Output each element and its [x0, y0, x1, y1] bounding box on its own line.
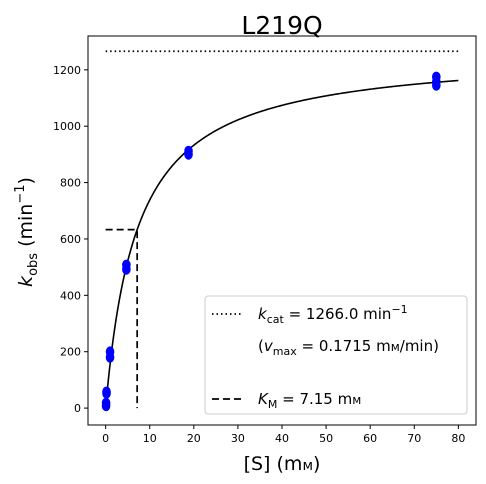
legend: kcat = 1266.0 min−1 (vmax = 0.1715 mм/mi…	[204, 295, 468, 415]
x-tick-label: 50	[319, 432, 333, 445]
x-axis-ticks: 0 10 20 30 40 50 60 70 80	[102, 425, 465, 445]
michaelis-menten-fit-curve	[104, 79, 459, 409]
x-tick-label: 0	[102, 432, 109, 445]
legend-box	[204, 295, 468, 415]
legend-km-label: KM = 7.15 mм	[258, 390, 361, 411]
data-point	[102, 386, 111, 398]
x-tick-label: 20	[187, 432, 201, 445]
y-tick-label: 800	[60, 177, 81, 190]
km-marker-line	[105, 228, 139, 409]
x-tick-label: 30	[231, 432, 245, 445]
y-axis-label: kobs (min−1)	[13, 177, 41, 287]
x-tick-label: 40	[275, 432, 289, 445]
data-point	[122, 259, 131, 271]
y-tick-label: 400	[60, 289, 81, 302]
x-tick-label: 60	[363, 432, 377, 445]
data-point	[101, 397, 111, 409]
x-axis-label: [S] (mм)	[244, 453, 321, 475]
legend-kcat-label: kcat = 1266.0 min−1	[258, 303, 408, 326]
y-tick-label: 1000	[53, 120, 81, 133]
x-tick-label: 80	[451, 432, 465, 445]
y-tick-label: 200	[60, 346, 81, 359]
data-point	[105, 346, 115, 358]
y-axis-ticks: 0 200 400 600 800 1000 1200	[53, 64, 88, 415]
y-tick-label: 600	[60, 233, 81, 246]
plot-area	[87, 35, 477, 426]
x-tick-label: 70	[407, 432, 421, 445]
point-layer	[101, 71, 441, 412]
data-point	[432, 71, 441, 83]
y-tick-label: 0	[74, 402, 81, 415]
chart-title: L219Q	[241, 11, 322, 40]
fit-layer	[104, 50, 459, 409]
x-tick-label: 10	[143, 432, 157, 445]
legend-vmax-label: (vmax = 0.1715 mм/min)	[258, 337, 439, 358]
data-point	[184, 145, 193, 157]
y-tick-label: 1200	[53, 64, 81, 77]
